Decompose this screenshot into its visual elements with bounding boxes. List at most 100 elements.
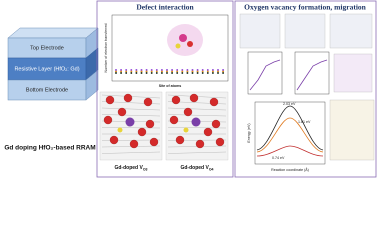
atom xyxy=(161,72,163,74)
atom xyxy=(150,70,153,73)
panel-frame xyxy=(96,0,234,178)
atom xyxy=(103,115,113,125)
atom xyxy=(176,70,179,73)
atom xyxy=(175,43,181,49)
atom xyxy=(191,70,194,73)
atom xyxy=(120,72,122,74)
atom xyxy=(125,70,128,73)
atom xyxy=(183,107,193,117)
atom xyxy=(222,69,225,71)
atom xyxy=(171,72,174,74)
atom xyxy=(137,127,147,137)
atom xyxy=(201,70,204,73)
atom xyxy=(125,69,128,71)
atom xyxy=(130,70,133,73)
bond xyxy=(167,107,227,111)
atom xyxy=(135,70,138,73)
atom xyxy=(222,72,225,74)
atom xyxy=(209,97,219,107)
atom xyxy=(120,69,122,71)
atom xyxy=(149,137,159,147)
atom xyxy=(115,72,117,74)
atom xyxy=(181,70,184,73)
atom xyxy=(196,70,199,73)
atom xyxy=(189,93,199,103)
atom xyxy=(129,139,139,149)
bond xyxy=(101,107,161,111)
atom xyxy=(145,72,148,74)
atom xyxy=(130,69,133,71)
atom xyxy=(217,72,219,74)
atom xyxy=(143,97,153,107)
atom xyxy=(191,69,194,71)
atom xyxy=(222,70,225,73)
atom xyxy=(211,119,221,129)
atom xyxy=(125,117,135,127)
atom xyxy=(196,72,199,74)
atom xyxy=(191,117,201,127)
crystal-images xyxy=(239,13,375,165)
atom xyxy=(212,70,214,73)
atom xyxy=(171,95,181,105)
plot-points xyxy=(115,69,225,74)
atom xyxy=(187,41,193,47)
axis-label: Number of electron transferred xyxy=(104,24,108,73)
device-stack xyxy=(7,27,99,101)
energy-label: 1.81 eV xyxy=(298,120,311,124)
atom xyxy=(161,69,163,71)
atom xyxy=(201,72,204,74)
atom xyxy=(145,70,148,73)
atom xyxy=(150,69,153,71)
atom xyxy=(140,69,143,71)
atom xyxy=(195,139,205,149)
atom xyxy=(135,69,138,71)
atom xyxy=(176,72,179,74)
atom xyxy=(171,69,174,71)
structure-sub: O3 xyxy=(143,167,148,171)
structure-label: Gd-doped VO4 xyxy=(180,165,213,171)
atom xyxy=(169,115,179,125)
atom xyxy=(181,72,184,74)
atom xyxy=(181,69,184,71)
atom xyxy=(171,70,174,73)
axis-label: Site of atoms xyxy=(159,84,182,88)
atom xyxy=(186,70,189,73)
atom xyxy=(125,72,128,74)
panel-frame xyxy=(234,0,377,178)
structure-text: Gd-doped V xyxy=(180,165,209,171)
axis-label: Reaction coordinate (Å) xyxy=(271,167,309,172)
atom xyxy=(206,70,209,73)
atom xyxy=(186,72,189,74)
energy-label: 2.03 eV xyxy=(283,102,296,106)
atom xyxy=(206,72,209,74)
atom xyxy=(155,69,158,71)
atom xyxy=(212,69,214,71)
atom xyxy=(123,93,133,103)
structure-text: Gd-doped V xyxy=(114,165,143,171)
atom xyxy=(212,72,214,74)
atom xyxy=(161,70,163,73)
atom xyxy=(117,107,127,117)
bond xyxy=(167,151,227,154)
atom xyxy=(186,69,189,71)
atom xyxy=(176,69,179,71)
atom xyxy=(183,127,189,133)
atom xyxy=(196,69,199,71)
atom xyxy=(166,72,168,74)
panel-title: Defect interaction xyxy=(136,3,194,12)
device-caption: Gd doping HfO₂-based RRAM xyxy=(4,145,95,152)
atom xyxy=(191,72,194,74)
atom xyxy=(115,69,117,71)
bond xyxy=(101,151,161,154)
axis-label: Energy (eV) xyxy=(247,123,251,142)
layer-label: Resistive Layer (HfO₂: Gd) xyxy=(14,66,79,72)
atom xyxy=(166,69,168,71)
panel-title: Oxygen vacancy formation, migration xyxy=(244,3,366,12)
atom xyxy=(217,70,219,73)
atom xyxy=(155,72,158,74)
atom xyxy=(145,69,148,71)
atom xyxy=(109,135,119,145)
atom xyxy=(105,95,115,105)
molecule-images xyxy=(99,91,229,161)
atom xyxy=(201,69,204,71)
